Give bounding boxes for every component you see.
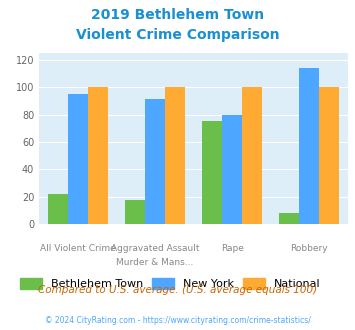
Bar (202, 121, 222, 224)
Bar (48, 194, 67, 224)
Bar (222, 115, 242, 224)
Legend: Bethlehem Town, New York, National: Bethlehem Town, New York, National (20, 278, 321, 289)
Text: Compared to U.S. average. (U.S. average equals 100): Compared to U.S. average. (U.S. average … (38, 285, 317, 295)
Bar (320, 87, 339, 224)
Bar (299, 68, 320, 224)
Text: 2019 Bethlehem Town: 2019 Bethlehem Town (91, 8, 264, 22)
Bar (165, 87, 185, 224)
Text: Murder & Mans...: Murder & Mans... (116, 258, 193, 267)
Text: Aggravated Assault: Aggravated Assault (111, 244, 199, 253)
Bar (145, 99, 165, 224)
Text: © 2024 CityRating.com - https://www.cityrating.com/crime-statistics/: © 2024 CityRating.com - https://www.city… (45, 316, 310, 325)
Text: Violent Crime Comparison: Violent Crime Comparison (76, 28, 279, 42)
Bar (279, 214, 299, 224)
Bar (67, 94, 88, 224)
Text: All Violent Crime: All Violent Crime (40, 244, 115, 253)
Bar (242, 87, 262, 224)
Bar (88, 87, 108, 224)
Text: Rape: Rape (221, 244, 244, 253)
Bar (125, 200, 145, 224)
Text: Robbery: Robbery (290, 244, 328, 253)
